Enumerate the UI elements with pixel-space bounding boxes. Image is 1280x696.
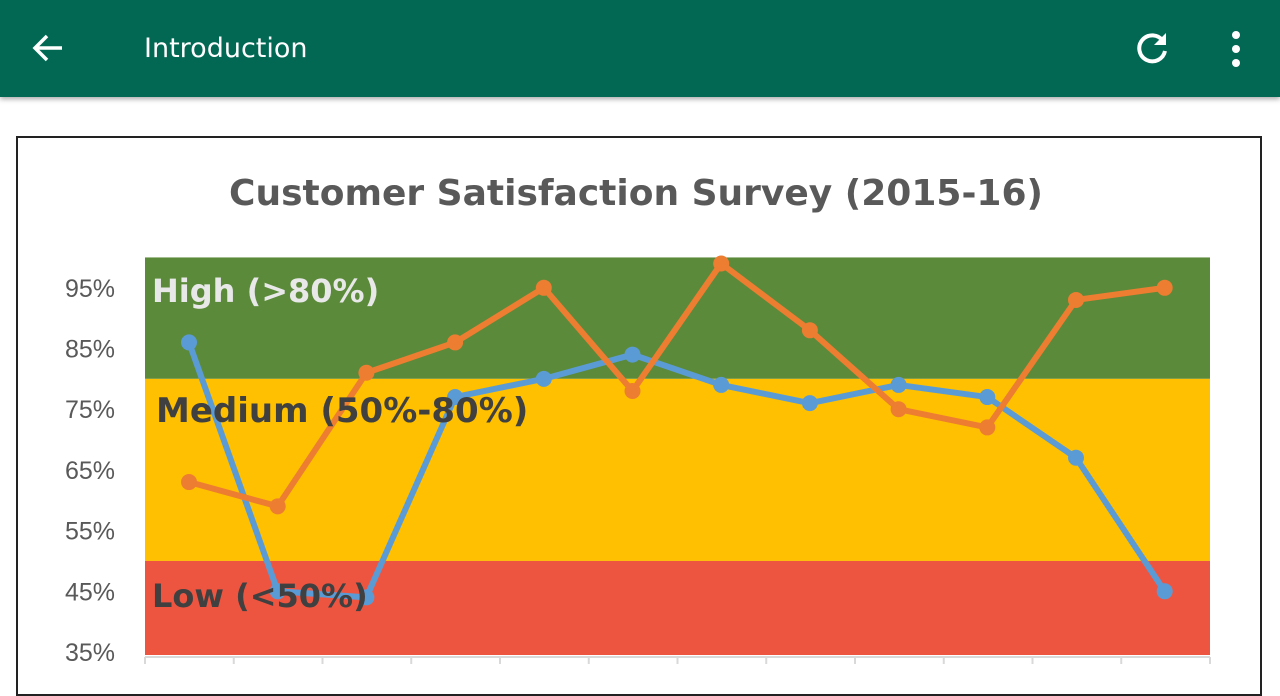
data-point xyxy=(358,589,375,606)
band-2 xyxy=(145,560,1210,655)
data-point xyxy=(447,334,464,351)
band-label: High (>80%) xyxy=(152,272,379,310)
data-point xyxy=(269,498,286,515)
data-point xyxy=(1156,583,1173,600)
data-point xyxy=(713,255,730,272)
band-1 xyxy=(145,378,1210,561)
band-label: Low (<50%) xyxy=(152,577,368,615)
y-tick-label: 65% xyxy=(65,457,115,485)
data-point xyxy=(624,346,641,363)
data-point xyxy=(1156,279,1173,296)
data-point xyxy=(1068,291,1084,308)
refresh-icon[interactable] xyxy=(1130,27,1174,71)
data-point xyxy=(181,334,197,351)
y-tick-label: 35% xyxy=(65,639,115,667)
more-vert-icon[interactable] xyxy=(1222,28,1250,70)
data-point xyxy=(801,395,818,412)
chart-title: Customer Satisfaction Survey (2015-16) xyxy=(229,173,1043,214)
band-label: Medium (50%-80%) xyxy=(156,391,528,431)
y-tick-label: 85% xyxy=(65,336,115,364)
data-point xyxy=(358,364,375,381)
data-point xyxy=(535,370,552,387)
y-tick-label: 55% xyxy=(65,518,115,546)
data-point xyxy=(890,376,907,393)
data-point xyxy=(713,376,730,393)
y-tick-label: 45% xyxy=(65,578,115,606)
data-point xyxy=(979,419,996,436)
data-point xyxy=(447,389,464,406)
app-bar: Introduction xyxy=(0,0,1280,97)
data-point xyxy=(181,474,197,491)
data-point xyxy=(269,583,286,600)
arrow-left-icon[interactable] xyxy=(28,28,68,68)
page-title: Introduction xyxy=(144,33,308,64)
data-point xyxy=(1068,449,1084,466)
data-point xyxy=(801,322,818,339)
satisfaction-chart: Customer Satisfaction Survey (2015-16) 9… xyxy=(65,173,1211,667)
series-line-2 xyxy=(188,260,1166,510)
y-tick-label: 75% xyxy=(65,396,115,424)
data-point xyxy=(979,389,996,406)
data-point xyxy=(624,382,641,399)
y-tick-label: 95% xyxy=(65,275,115,303)
data-point xyxy=(890,401,907,418)
data-point xyxy=(535,279,552,296)
